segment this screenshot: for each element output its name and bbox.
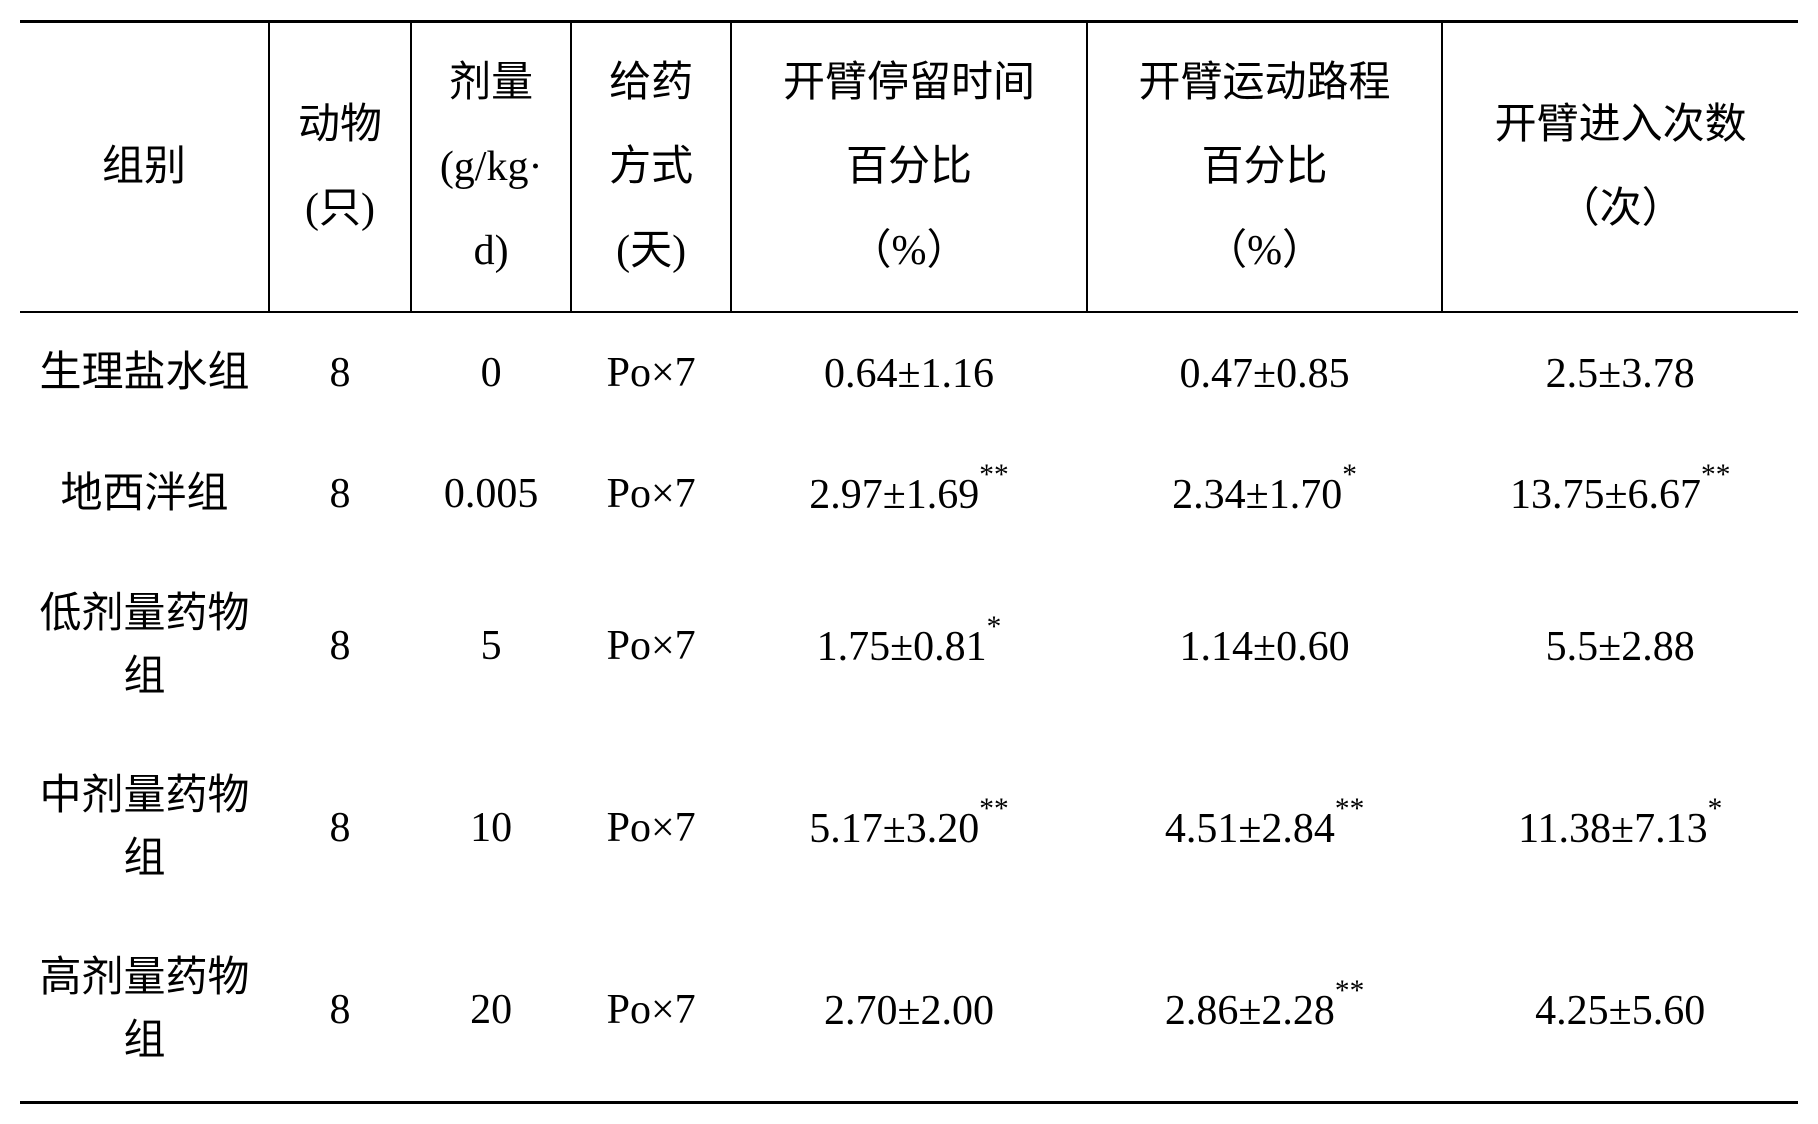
- cell-dist-pct: 2.34±1.70*: [1087, 434, 1443, 555]
- value: 11.38±7.13: [1518, 806, 1708, 852]
- significance-marker: **: [1701, 459, 1730, 491]
- cell-animal: 8: [269, 737, 411, 919]
- cell-animal: 8: [269, 434, 411, 555]
- table-row: 低剂量药物组 8 5 Po×7 1.75±0.81* 1.14±0.60 5.5…: [20, 555, 1798, 737]
- header-dist-pct: 开臂运动路程百分比（%）: [1087, 22, 1443, 313]
- cell-method: Po×7: [571, 919, 731, 1103]
- value: 2.70±2.00: [824, 988, 994, 1034]
- cell-time-pct: 2.70±2.00: [731, 919, 1087, 1103]
- value: 1.14±0.60: [1180, 624, 1350, 670]
- value: 13.75±6.67: [1510, 472, 1701, 518]
- value: 0.47±0.85: [1180, 351, 1350, 397]
- cell-entries: 4.25±5.60: [1442, 919, 1798, 1103]
- header-time-pct: 开臂停留时间百分比（%）: [731, 22, 1087, 313]
- significance-marker: **: [1335, 793, 1364, 825]
- value: 5.17±3.20: [809, 806, 979, 852]
- header-row: 组别 动物(只) 剂量(g/kg·d) 给药方式(天) 开臂停留时间百分比（%）…: [20, 22, 1798, 313]
- cell-group: 生理盐水组: [20, 312, 269, 434]
- cell-method: Po×7: [571, 312, 731, 434]
- cell-dose: 0: [411, 312, 571, 434]
- cell-time-pct: 1.75±0.81*: [731, 555, 1087, 737]
- significance-marker: *: [1708, 793, 1723, 825]
- table-row: 地西泮组 8 0.005 Po×7 2.97±1.69** 2.34±1.70*…: [20, 434, 1798, 555]
- significance-marker: **: [979, 793, 1008, 825]
- value: 4.51±2.84: [1165, 806, 1335, 852]
- cell-method: Po×7: [571, 434, 731, 555]
- significance-marker: **: [1335, 975, 1364, 1007]
- header-entries: 开臂进入次数（次）: [1442, 22, 1798, 313]
- cell-animal: 8: [269, 312, 411, 434]
- cell-entries: 5.5±2.88: [1442, 555, 1798, 737]
- value: 1.75±0.81: [817, 624, 987, 670]
- table-row: 中剂量药物组 8 10 Po×7 5.17±3.20** 4.51±2.84**…: [20, 737, 1798, 919]
- cell-entries: 13.75±6.67**: [1442, 434, 1798, 555]
- value: 2.97±1.69: [809, 472, 979, 518]
- cell-time-pct: 5.17±3.20**: [731, 737, 1087, 919]
- data-table-wrapper: 组别 动物(只) 剂量(g/kg·d) 给药方式(天) 开臂停留时间百分比（%）…: [20, 20, 1798, 1104]
- header-group: 组别: [20, 22, 269, 313]
- cell-time-pct: 2.97±1.69**: [731, 434, 1087, 555]
- table-body: 生理盐水组 8 0 Po×7 0.64±1.16 0.47±0.85 2.5±3…: [20, 312, 1798, 1103]
- cell-dose: 0.005: [411, 434, 571, 555]
- significance-marker: *: [1342, 459, 1357, 491]
- significance-marker: *: [987, 611, 1002, 643]
- value: 2.34±1.70: [1172, 472, 1342, 518]
- cell-entries: 11.38±7.13*: [1442, 737, 1798, 919]
- experiment-data-table: 组别 动物(只) 剂量(g/kg·d) 给药方式(天) 开臂停留时间百分比（%）…: [20, 20, 1798, 1104]
- cell-dist-pct: 2.86±2.28**: [1087, 919, 1443, 1103]
- cell-entries: 2.5±3.78: [1442, 312, 1798, 434]
- table-header: 组别 动物(只) 剂量(g/kg·d) 给药方式(天) 开臂停留时间百分比（%）…: [20, 22, 1798, 313]
- cell-animal: 8: [269, 555, 411, 737]
- cell-dist-pct: 0.47±0.85: [1087, 312, 1443, 434]
- cell-group: 高剂量药物组: [20, 919, 269, 1103]
- cell-dose: 10: [411, 737, 571, 919]
- cell-time-pct: 0.64±1.16: [731, 312, 1087, 434]
- significance-marker: **: [979, 459, 1008, 491]
- cell-group: 中剂量药物组: [20, 737, 269, 919]
- cell-method: Po×7: [571, 555, 731, 737]
- cell-group: 地西泮组: [20, 434, 269, 555]
- table-row: 高剂量药物组 8 20 Po×7 2.70±2.00 2.86±2.28** 4…: [20, 919, 1798, 1103]
- value: 4.25±5.60: [1535, 988, 1705, 1034]
- cell-dose: 20: [411, 919, 571, 1103]
- header-dose: 剂量(g/kg·d): [411, 22, 571, 313]
- header-method: 给药方式(天): [571, 22, 731, 313]
- cell-group: 低剂量药物组: [20, 555, 269, 737]
- value: 0.64±1.16: [824, 351, 994, 397]
- cell-method: Po×7: [571, 737, 731, 919]
- cell-animal: 8: [269, 919, 411, 1103]
- cell-dose: 5: [411, 555, 571, 737]
- table-row: 生理盐水组 8 0 Po×7 0.64±1.16 0.47±0.85 2.5±3…: [20, 312, 1798, 434]
- value: 5.5±2.88: [1546, 624, 1695, 670]
- value: 2.86±2.28: [1165, 988, 1335, 1034]
- header-animal: 动物(只): [269, 22, 411, 313]
- cell-dist-pct: 4.51±2.84**: [1087, 737, 1443, 919]
- cell-dist-pct: 1.14±0.60: [1087, 555, 1443, 737]
- value: 2.5±3.78: [1546, 351, 1695, 397]
